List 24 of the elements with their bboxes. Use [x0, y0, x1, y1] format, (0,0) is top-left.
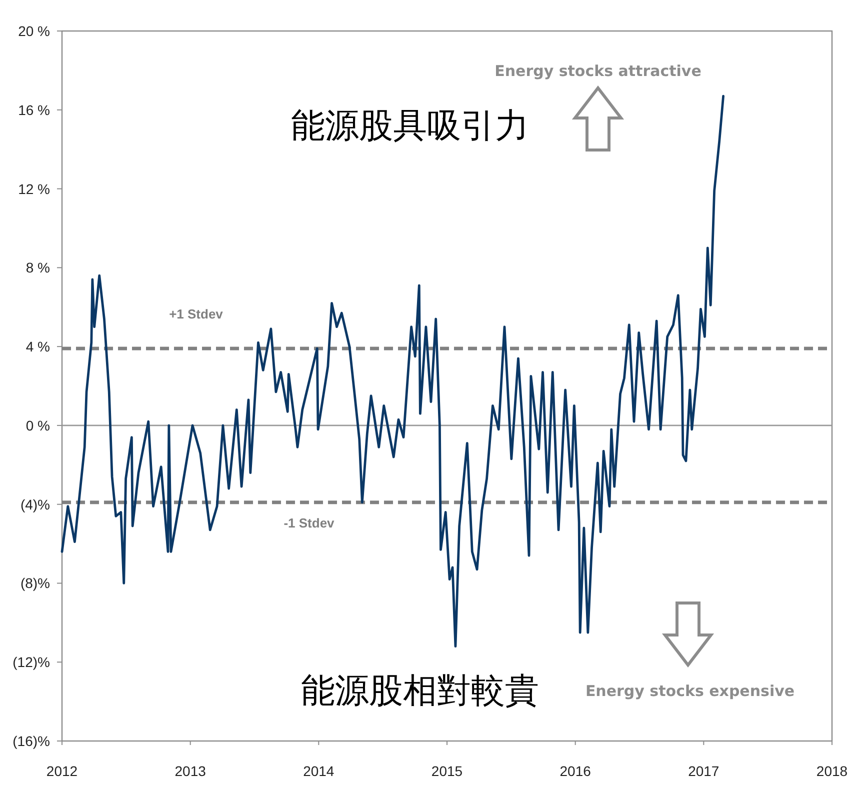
x-tick-label: 2014: [303, 763, 334, 779]
line-series: [60, 94, 724, 648]
x-tick-label: 2015: [431, 763, 463, 779]
x-tick-label: 2012: [46, 763, 78, 779]
y-tick-label: 16 %: [18, 102, 50, 118]
annotation: Energy stocks attractive: [494, 62, 702, 80]
y-tick-label: 4 %: [26, 338, 50, 355]
y-tick-label: (12)%: [12, 654, 50, 670]
x-tick-label: 2016: [560, 763, 592, 779]
annotation: 能源股相對較貴: [301, 671, 539, 711]
x-tick-label: 2018: [816, 763, 848, 779]
y-tick-label: 20 %: [18, 23, 50, 39]
annotation: 能源股具吸引力: [291, 106, 529, 146]
y-tick-label: 12 %: [18, 180, 50, 197]
ref-line-label: +1 Stdev: [169, 306, 224, 322]
y-tick-label: 8 %: [26, 260, 50, 276]
y-tick-label: (8)%: [20, 575, 50, 592]
y-tick-label: (4)%: [20, 496, 50, 512]
x-tick-label: 2017: [688, 763, 720, 779]
y-tick-label: 0 %: [26, 417, 50, 434]
annotation: Energy stocks expensive: [585, 682, 795, 700]
y-tick-label: (16)%: [12, 733, 50, 749]
x-tick-label: 2013: [174, 763, 206, 779]
ref-line-label: -1 Stdev: [284, 515, 336, 530]
